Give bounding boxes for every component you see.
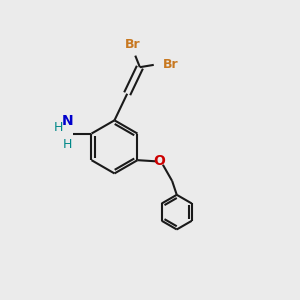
Text: O: O bbox=[154, 154, 165, 168]
Text: N: N bbox=[61, 114, 73, 128]
Text: H: H bbox=[62, 138, 72, 151]
Text: Br: Br bbox=[163, 58, 178, 71]
Text: Br: Br bbox=[125, 38, 141, 51]
Text: H: H bbox=[54, 121, 63, 134]
